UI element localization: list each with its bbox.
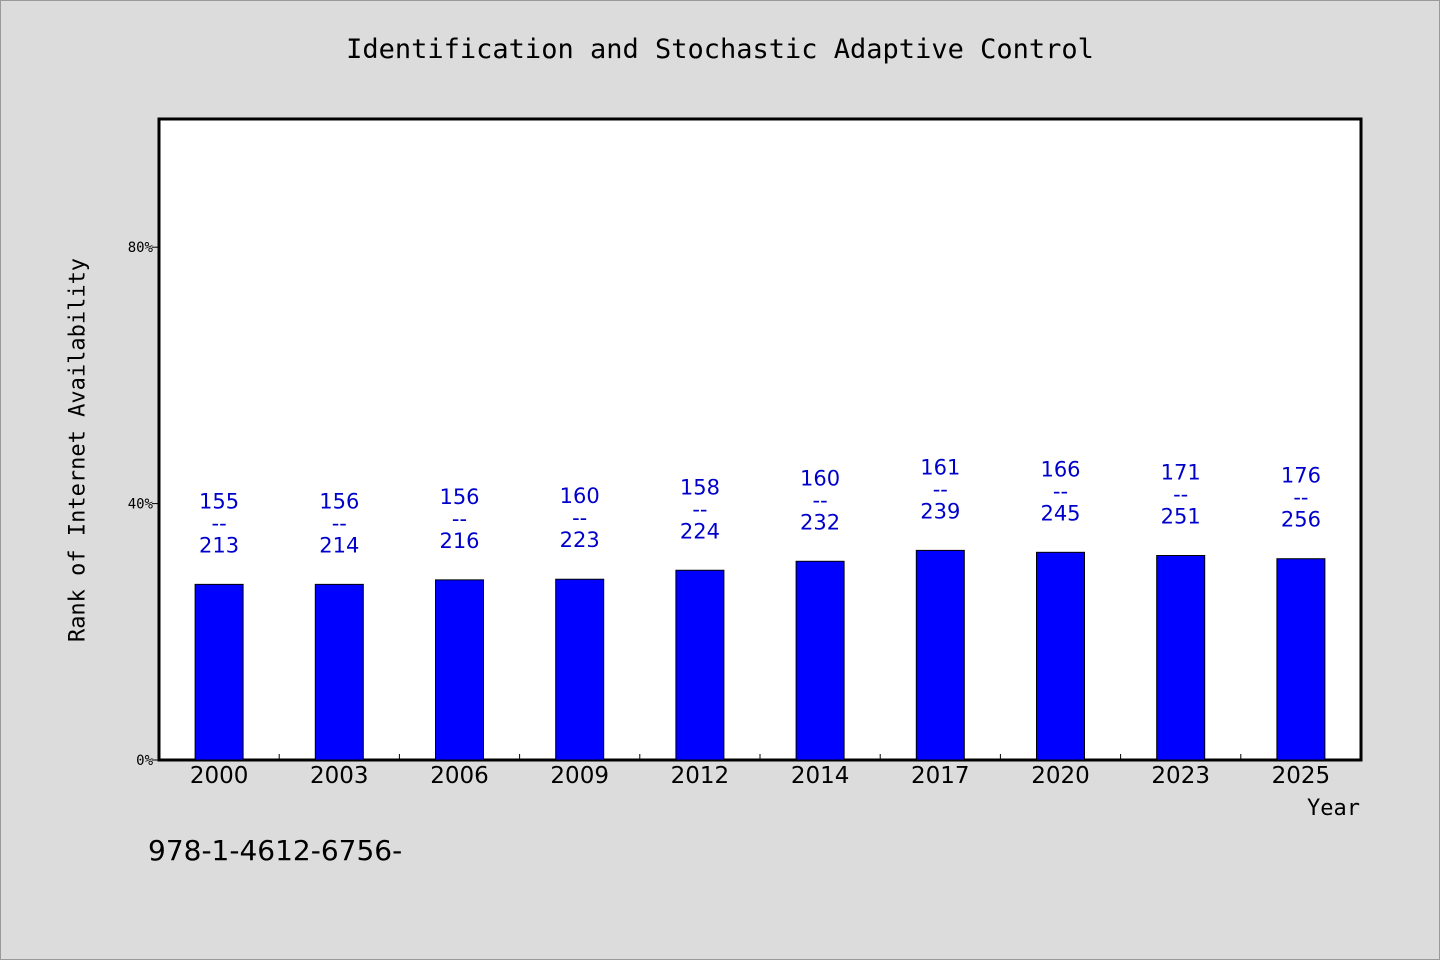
x-tick-label: 2012 (671, 763, 730, 789)
bar-label-top: 176 (1281, 464, 1321, 488)
bar-label-bottom: 216 (439, 529, 479, 553)
chart-title: Identification and Stochastic Adaptive C… (346, 34, 1094, 65)
x-tick-label: 2017 (911, 763, 970, 789)
bar (1276, 558, 1326, 761)
bar-label-bottom: 256 (1281, 508, 1321, 532)
x-axis-label: Year (1307, 796, 1360, 821)
bar-series (194, 549, 1326, 761)
bar-label-separator: -- (332, 511, 347, 535)
bar (555, 578, 605, 761)
bar-label-separator: -- (813, 488, 828, 512)
x-tick-label: 2020 (1031, 763, 1090, 789)
bar (314, 583, 364, 761)
bar-label-top: 155 (199, 489, 239, 513)
bar-label-top: 158 (680, 475, 720, 499)
x-tick-label: 2023 (1151, 763, 1210, 789)
bar (194, 583, 244, 761)
x-tick-label: 2003 (310, 763, 369, 789)
bar (675, 569, 725, 761)
x-tick-label: 2000 (190, 763, 249, 789)
bar-label-bottom: 239 (920, 499, 960, 523)
y-axis-label: Rank of Internet Availability (65, 257, 91, 643)
x-tick-label: 2014 (791, 763, 850, 789)
bar-label-separator: -- (212, 511, 227, 535)
bar-label-top: 156 (319, 489, 359, 513)
bar (795, 560, 845, 761)
data-labels: 155--213156--214156--216160--223158--224… (199, 455, 1321, 557)
bar-label-separator: -- (1293, 486, 1308, 510)
bar (435, 579, 484, 761)
bar-label-top: 160 (560, 484, 600, 508)
y-axis: 0% 40% 80% (128, 240, 159, 769)
bar-label-top: 171 (1161, 461, 1201, 485)
y-tick-label: 40% (128, 497, 154, 513)
bar-label-bottom: 223 (560, 528, 600, 552)
bar-label-bottom: 245 (1040, 501, 1080, 525)
x-tick-label: 2006 (430, 763, 489, 789)
y-tick-label: 0% (136, 753, 153, 769)
bar-label-bottom: 224 (680, 519, 720, 543)
bar-label-top: 156 (439, 485, 479, 509)
footnote: 978-1-4612-6756- (148, 834, 403, 867)
bar-label-bottom: 214 (319, 533, 359, 557)
bar-label-separator: -- (692, 497, 707, 521)
bar-label-top: 166 (1040, 457, 1080, 481)
bar (1156, 555, 1206, 761)
bar-label-top: 160 (800, 466, 840, 490)
bar-label-separator: -- (1173, 483, 1188, 507)
bar-label-bottom: 213 (199, 533, 239, 557)
x-tick-label: 2009 (550, 763, 609, 789)
bar-label-separator: -- (1053, 479, 1068, 503)
bar-label-bottom: 232 (800, 510, 840, 534)
bar-label-separator: -- (933, 477, 948, 501)
x-tick-label: 2025 (1272, 763, 1331, 789)
bar-label-bottom: 251 (1161, 505, 1201, 529)
bar (1036, 551, 1085, 761)
x-axis: 2000 2003 2006 2009 2012 2014 2017 2020 2023 2025 (190, 754, 1330, 789)
bar-label-top: 161 (920, 455, 960, 479)
bar-label-separator: -- (572, 506, 587, 530)
bar (915, 549, 965, 761)
bar-label-separator: -- (452, 507, 467, 531)
y-tick-label: 80% (128, 240, 154, 256)
